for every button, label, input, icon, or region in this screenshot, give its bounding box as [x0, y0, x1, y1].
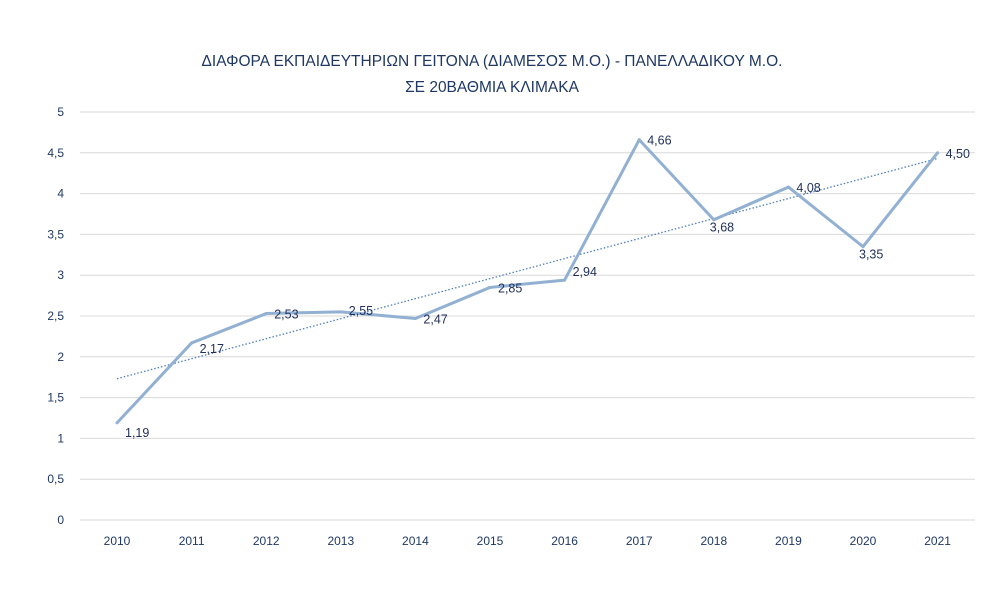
data-point — [488, 285, 492, 289]
data-label: 4,08 — [796, 181, 820, 195]
y-tick-label: 3,5 — [47, 227, 64, 241]
data-point — [712, 218, 716, 222]
x-tick-label: 2012 — [253, 534, 280, 548]
y-tick-label: 1 — [57, 431, 64, 445]
y-tick-label: 4,5 — [47, 146, 64, 160]
data-label: 2,47 — [423, 312, 447, 326]
series-line — [115, 138, 939, 424]
data-point — [936, 151, 940, 155]
data-label: 1,19 — [125, 426, 149, 440]
x-tick-label: 2015 — [477, 534, 504, 548]
y-tick-label: 2 — [57, 350, 64, 364]
x-tick-label: 2016 — [551, 534, 578, 548]
data-point — [637, 138, 641, 142]
data-label: 2,55 — [349, 304, 373, 318]
data-label: 4,66 — [647, 134, 671, 148]
data-point — [563, 278, 567, 282]
data-label: 3,68 — [710, 221, 734, 235]
x-tick-label: 2020 — [850, 534, 877, 548]
data-point — [264, 312, 268, 316]
data-point — [861, 245, 865, 249]
x-tick-label: 2010 — [104, 534, 131, 548]
data-label: 2,94 — [573, 265, 597, 279]
x-tick-label: 2013 — [327, 534, 354, 548]
y-tick-label: 5 — [57, 105, 64, 119]
y-tick-label: 1,5 — [47, 391, 64, 405]
x-tick-label: 2019 — [775, 534, 802, 548]
data-point — [413, 316, 417, 320]
data-point — [115, 421, 119, 425]
y-tick-label: 4 — [57, 187, 64, 201]
data-label: 2,85 — [498, 281, 522, 295]
data-point — [339, 310, 343, 314]
x-tick-label: 2014 — [402, 534, 429, 548]
x-tick-label: 2011 — [179, 534, 205, 548]
y-tick-label: 3 — [57, 268, 64, 282]
data-label: 2,17 — [200, 342, 224, 356]
data-point — [190, 341, 194, 345]
y-tick-label: 0 — [57, 513, 64, 527]
data-label: 3,35 — [859, 248, 883, 262]
data-point — [786, 185, 790, 189]
y-tick-label: 2,5 — [47, 309, 64, 323]
chart-title-line1: ΔΙΑΦΟΡΑ ΕΚΠΑΙΔΕΥΤΗΡΙΩΝ ΓΕΙΤΟΝΑ (ΔΙΑΜΕΣΟΣ… — [202, 53, 783, 70]
y-tick-label: 0,5 — [47, 472, 64, 486]
data-label: 4,50 — [946, 147, 970, 161]
x-tick-label: 2018 — [700, 534, 727, 548]
chart-title-line2: ΣΕ 20ΒΑΘΜΙΑ ΚΛΙΜΑΚΑ — [405, 79, 579, 96]
x-tick-label: 2017 — [626, 534, 653, 548]
x-tick-label: 2021 — [924, 534, 951, 548]
data-label: 2,53 — [274, 308, 298, 322]
